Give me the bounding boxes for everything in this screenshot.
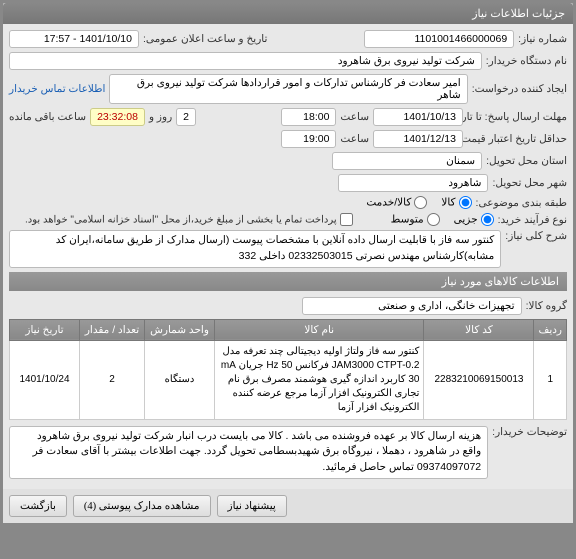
th-n: ردیف xyxy=(534,319,567,340)
org-label: نام دستگاه خریدار: xyxy=(486,55,567,67)
deadline-time: 18:00 xyxy=(281,108,336,126)
city-label: شهر محل تحویل: xyxy=(492,177,567,189)
time-label-2: ساعت xyxy=(340,133,369,145)
validity-label: حداقل تاریخ اعتبار قیمت: تا تاریخ: xyxy=(467,133,567,145)
radio-proc1-input[interactable] xyxy=(481,213,494,226)
panel-title: جزئیات اطلاعات نیاز xyxy=(3,3,573,24)
org-value: شرکت تولید نیروی برق شاهرود xyxy=(9,52,482,70)
subject-label: طبقه بندی موضوعی: xyxy=(476,197,567,209)
table-row: 1 2283210069150013 کنتور سه فاز ولتاژ او… xyxy=(10,340,567,419)
time-label-1: ساعت xyxy=(340,111,369,123)
radio-kala[interactable]: کالا xyxy=(441,196,471,209)
creator-value: امیر سعادت فر کارشناس تدارکات و امور قرا… xyxy=(109,74,467,104)
creator-label: ایجاد کننده درخواست: xyxy=(472,83,567,95)
th-unit: واحد شمارش xyxy=(145,319,215,340)
radio-kala-input[interactable] xyxy=(459,196,472,209)
remain-suffix: ساعت باقی مانده xyxy=(9,111,86,123)
th-date: تاریخ نیاز xyxy=(10,319,80,340)
announce-label: تاریخ و ساعت اعلان عمومی: xyxy=(143,33,267,45)
notes-value: هزینه ارسال کالا بر عهده فروشنده می باشد… xyxy=(9,426,488,479)
remain-days-label: روز و xyxy=(149,111,172,123)
deadline-label: مهلت ارسال پاسخ: تا تاریخ: xyxy=(467,111,567,123)
desc-value: کنتور سه فاز با قابلیت ارسال داده آنلاین… xyxy=(9,230,501,268)
group-label: گروه کالا: xyxy=(526,300,567,312)
items-header: اطلاعات کالاهای مورد نیاز xyxy=(9,272,567,291)
th-code: کد کالا xyxy=(424,319,534,340)
deadline-date: 1401/10/13 xyxy=(373,108,463,126)
cell-name: کنتور سه فاز ولتاژ اولیه دیجیتالی چند تع… xyxy=(215,340,424,419)
radio-proc1[interactable]: جزیی xyxy=(454,213,494,226)
radio-proc2[interactable]: متوسط xyxy=(391,213,440,226)
th-name: نام کالا xyxy=(215,319,424,340)
need-no-value: 1101001466000069 xyxy=(364,30,514,48)
footer: پیشنهاد نیاز مشاهده مدارک پیوستی (4) باز… xyxy=(3,489,573,523)
cell-date: 1401/10/24 xyxy=(10,340,80,419)
btn-back[interactable]: بازگشت xyxy=(9,495,67,517)
contact-link[interactable]: اطلاعات تماس خریدار xyxy=(9,83,105,95)
notes-label: توضیحات خریدار: xyxy=(492,426,567,438)
main-panel: جزئیات اطلاعات نیاز شماره نیاز: 11010014… xyxy=(2,2,574,524)
remain-days: 2 xyxy=(176,108,196,126)
cell-unit: دستگاه xyxy=(145,340,215,419)
province-value: سمنان xyxy=(332,152,482,170)
items-table: ردیف کد کالا نام کالا واحد شمارش تعداد /… xyxy=(9,319,567,420)
countdown: 23:32:08 xyxy=(90,108,145,126)
announce-value: 1401/10/10 - 17:57 xyxy=(9,30,139,48)
th-qty: تعداد / مقدار xyxy=(80,319,145,340)
need-no-label: شماره نیاز: xyxy=(518,33,567,45)
validity-date: 1401/12/13 xyxy=(373,130,463,148)
cell-n: 1 xyxy=(534,340,567,419)
group-value: تجهیزات خانگی، اداری و صنعتی xyxy=(302,297,522,315)
cell-code: 2283210069150013 xyxy=(424,340,534,419)
btn-attachments[interactable]: مشاهده مدارک پیوستی (4) xyxy=(73,495,211,517)
desc-label: شرح کلی نیاز: xyxy=(505,230,567,242)
city-value: شاهرود xyxy=(338,174,488,192)
radio-proc2-input[interactable] xyxy=(427,213,440,226)
validity-time: 19:00 xyxy=(281,130,336,148)
radio-service[interactable]: کالا/خدمت xyxy=(366,196,427,209)
panel-body: شماره نیاز: 1101001466000069 تاریخ و ساع… xyxy=(3,24,573,489)
pay-check[interactable]: پرداخت تمام یا بخشی از مبلغ خرید،از محل … xyxy=(25,213,353,226)
radio-service-input[interactable] xyxy=(414,196,427,209)
pay-check-input[interactable] xyxy=(340,213,353,226)
process-label: نوع فرآیند خرید: xyxy=(498,214,567,226)
btn-propose[interactable]: پیشنهاد نیاز xyxy=(217,495,287,517)
cell-qty: 2 xyxy=(80,340,145,419)
province-label: استان محل تحویل: xyxy=(486,155,567,167)
